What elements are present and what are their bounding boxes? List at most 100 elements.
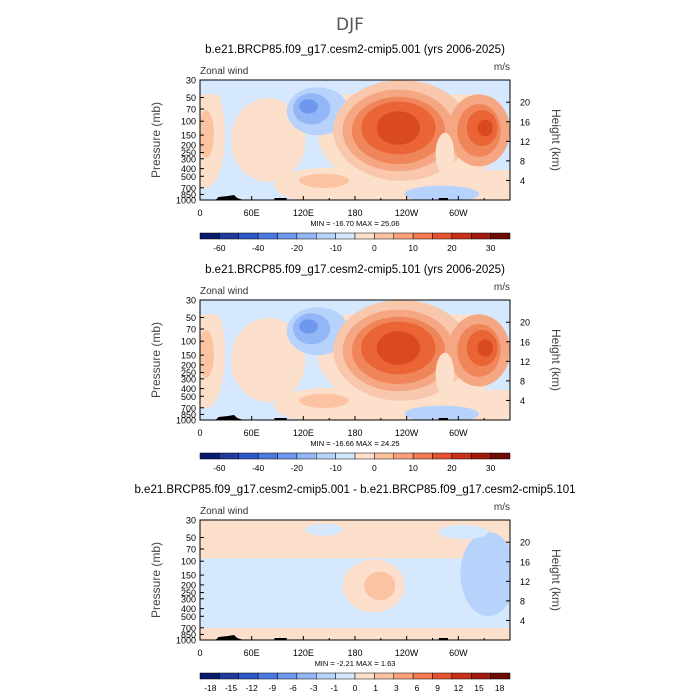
topography: [274, 198, 287, 200]
y-tick-label: 400: [181, 384, 196, 394]
field-label: Zonal wind: [200, 286, 248, 297]
plot-area: [200, 300, 510, 420]
y-tick-label: 70: [186, 544, 196, 554]
y-tick-label: 850: [181, 190, 196, 200]
y2-tick-label: 12: [520, 357, 530, 367]
x-tick-label: 180: [347, 208, 362, 218]
region-negative: [299, 319, 318, 334]
colorbar-label: -40: [252, 463, 265, 473]
colorbar-swatch: [335, 452, 356, 460]
colorbar-swatch: [354, 672, 375, 680]
colorbar-label: 18: [495, 683, 505, 693]
x-tick-label: 120E: [293, 648, 314, 658]
x-tick-label: 60E: [244, 648, 260, 658]
colorbar-swatch: [471, 672, 491, 680]
y-tick-label: 200: [181, 580, 196, 590]
colorbar-label: -10: [329, 463, 342, 473]
min-max-stats: MIN = -2.21 MAX = 1.63: [315, 659, 396, 668]
colorbar-label: -60: [213, 463, 226, 473]
colorbar-swatch: [296, 452, 317, 460]
colorbar-label: 20: [447, 243, 457, 253]
colorbar-swatch: [432, 672, 453, 680]
colorbar-swatch: [335, 232, 356, 240]
y2-tick-label: 12: [520, 577, 530, 587]
colorbar-label: 30: [486, 243, 496, 253]
colorbar-label: 0: [353, 683, 358, 693]
colorbar-swatch: [199, 232, 220, 240]
y-tick-label: 100: [181, 557, 196, 567]
y-tick-label: 400: [181, 164, 196, 174]
y-tick-label: 700: [181, 183, 196, 193]
colorbar-swatch: [490, 672, 511, 680]
topography: [438, 638, 448, 640]
y-tick-label: 850: [181, 410, 196, 420]
y2-axis-label: Height (km): [549, 329, 563, 391]
panel-title: b.e21.BRCP85.f09_g17.cesm2-cmip5.001 - b…: [134, 484, 575, 496]
colorbar-label: 10: [408, 243, 418, 253]
colorbar-label: -10: [329, 243, 342, 253]
min-max-stats: MIN = -16.70 MAX = 25.06: [310, 219, 399, 228]
colorbar-swatch: [238, 672, 259, 680]
y2-tick-label: 4: [520, 616, 525, 626]
region-negative: [200, 300, 510, 315]
colorbar-swatch: [451, 672, 472, 680]
colorbar-swatch: [412, 232, 433, 240]
colorbar-label: -3: [310, 683, 318, 693]
region-positive: [231, 318, 306, 402]
y-tick-label: 300: [181, 154, 196, 164]
y2-tick-label: 16: [520, 557, 530, 567]
topography: [215, 195, 244, 200]
y2-tick-label: 8: [520, 156, 525, 166]
y2-tick-label: 16: [520, 117, 530, 127]
colorbar-swatch: [238, 232, 259, 240]
x-tick-label: 180: [347, 648, 362, 658]
colorbar-label: 3: [394, 683, 399, 693]
y-tick-label: 200: [181, 360, 196, 370]
figure-title: DJF: [336, 15, 364, 35]
y-tick-label: 250: [181, 368, 196, 378]
y-tick-label: 1000: [176, 416, 196, 426]
units-label: m/s: [494, 62, 510, 73]
x-tick-label: 0: [197, 648, 202, 658]
panel-title: b.e21.BRCP85.f09_g17.cesm2-cmip5.101 (yr…: [205, 264, 505, 276]
y-axis-label: Pressure (mb): [149, 322, 163, 398]
region-positive: [364, 571, 396, 601]
colorbar-swatch: [412, 452, 433, 460]
colorbar-label: -40: [252, 243, 265, 253]
colorbar-label: -1: [331, 683, 339, 693]
x-tick-label: 180: [347, 428, 362, 438]
colorbar-label: 9: [435, 683, 440, 693]
region-negative: [299, 99, 318, 114]
colorbar-swatch: [432, 452, 453, 460]
colorbar-label: 0: [372, 243, 377, 253]
colorbar: -18 -15 -12 -9 -6 -3 -1 0 1 3 6 9 12 15 18: [199, 672, 511, 693]
colorbar-swatch: [471, 232, 491, 240]
region-positive: [435, 132, 455, 176]
colorbar-label: 20: [447, 463, 457, 473]
colorbar-label: -20: [291, 243, 304, 253]
colorbar-swatch: [432, 232, 453, 240]
y-tick-label: 500: [181, 172, 196, 182]
y2-tick-label: 4: [520, 176, 525, 186]
y-tick-label: 100: [181, 117, 196, 127]
y-tick-label: 70: [186, 104, 196, 114]
region-positive: [231, 98, 306, 182]
region-positive: [200, 330, 214, 378]
colorbar-swatch: [335, 672, 356, 680]
units-label: m/s: [494, 502, 510, 513]
region-negative: [305, 523, 343, 536]
region-negative: [404, 185, 479, 200]
min-max-stats: MIN = -16.66 MAX = 24.25: [310, 439, 399, 448]
y-tick-label: 150: [181, 351, 196, 361]
y-tick-label: 150: [181, 571, 196, 581]
topography: [215, 635, 244, 640]
colorbar-label: -9: [269, 683, 277, 693]
colorbar-label: 6: [415, 683, 420, 693]
colorbar-swatch: [199, 452, 220, 460]
y-tick-label: 850: [181, 630, 196, 640]
region-positive: [299, 173, 349, 188]
colorbar-label: 0: [372, 463, 377, 473]
panel-2: b.e21.BRCP85.f09_g17.cesm2-cmip5.101 (yr…: [149, 264, 563, 473]
y2-tick-label: 8: [520, 596, 525, 606]
colorbar-swatch: [277, 452, 298, 460]
